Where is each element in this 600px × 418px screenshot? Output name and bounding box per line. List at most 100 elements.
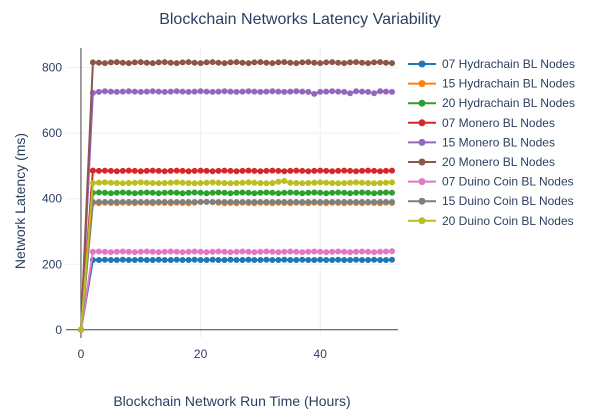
series-line	[80, 169, 393, 330]
data-point	[167, 199, 174, 205]
data-point	[287, 167, 294, 174]
data-point	[389, 256, 395, 263]
data-point	[299, 180, 306, 187]
data-point	[131, 190, 138, 197]
data-point	[377, 180, 384, 186]
data-point	[311, 59, 318, 66]
legend-item[interactable]: 20 Hydrachain BL Nodes	[408, 96, 575, 110]
data-point	[113, 88, 120, 95]
data-point	[95, 257, 102, 263]
series-line	[80, 191, 393, 330]
data-point	[269, 88, 276, 95]
data-point	[107, 199, 114, 205]
data-point	[215, 248, 222, 255]
data-point	[161, 189, 168, 196]
data-point	[95, 189, 102, 196]
data-point	[263, 167, 270, 174]
data-point	[155, 256, 162, 263]
data-point	[335, 180, 342, 187]
data-point	[173, 179, 180, 186]
data-point	[209, 179, 216, 186]
data-point	[323, 199, 330, 205]
data-point	[257, 59, 264, 66]
data-point	[119, 88, 126, 95]
data-point	[173, 199, 180, 205]
y-tick-label: 200	[42, 257, 62, 271]
data-point	[311, 189, 318, 196]
data-point	[257, 88, 264, 95]
legend-label: 15 Monero BL Nodes	[442, 135, 555, 149]
y-tick-label: 800	[42, 61, 62, 75]
legend-swatch-marker	[418, 60, 426, 68]
legend-label: 07 Hydrachain BL Nodes	[442, 57, 575, 71]
data-point	[257, 257, 264, 263]
data-point	[353, 199, 360, 205]
data-point	[227, 190, 234, 197]
data-point	[353, 256, 360, 263]
data-point	[359, 257, 366, 263]
data-point	[359, 179, 366, 186]
data-point	[149, 180, 156, 186]
data-point	[359, 199, 366, 205]
legend-item[interactable]: 07 Duino Coin BL Nodes	[408, 175, 574, 189]
data-point	[335, 88, 342, 95]
series-line	[80, 250, 393, 330]
data-point	[161, 248, 168, 255]
data-point	[347, 249, 354, 256]
data-point	[353, 179, 360, 186]
data-point	[245, 189, 252, 196]
legend-item[interactable]: 07 Monero BL Nodes	[408, 116, 555, 130]
data-point	[203, 167, 210, 174]
data-point	[245, 256, 252, 263]
data-point	[257, 248, 264, 255]
data-point	[371, 90, 378, 97]
data-point	[95, 199, 102, 205]
data-point	[209, 189, 216, 196]
data-point	[119, 256, 126, 263]
data-point	[269, 180, 276, 186]
data-point	[155, 249, 162, 256]
data-point	[263, 59, 270, 66]
data-point	[119, 167, 126, 174]
data-point	[233, 257, 240, 263]
data-point	[359, 88, 366, 95]
data-point	[239, 257, 246, 263]
data-point	[191, 199, 198, 205]
legend-item[interactable]: 20 Monero BL Nodes	[408, 155, 555, 169]
data-point	[269, 167, 276, 174]
legend-item[interactable]: 15 Hydrachain BL Nodes	[408, 77, 575, 91]
data-point	[221, 167, 228, 174]
data-point	[191, 256, 198, 263]
data-point	[317, 88, 324, 95]
data-point	[167, 59, 174, 66]
data-point	[143, 167, 150, 174]
data-point	[275, 249, 282, 256]
data-point	[197, 257, 204, 263]
data-point	[359, 59, 366, 66]
legend-swatch-marker	[418, 119, 426, 127]
data-point	[119, 180, 126, 187]
data-point	[275, 59, 282, 66]
data-point	[251, 257, 258, 263]
legend-item[interactable]: 20 Duino Coin BL Nodes	[408, 214, 574, 228]
data-point	[359, 248, 366, 255]
data-point	[221, 248, 228, 255]
legend-item[interactable]: 15 Monero BL Nodes	[408, 135, 555, 149]
data-point	[245, 179, 252, 186]
data-point	[95, 59, 102, 66]
data-point	[377, 257, 384, 263]
data-point	[233, 180, 240, 186]
data-point	[269, 248, 276, 255]
data-point	[341, 180, 348, 186]
legend-item[interactable]: 07 Hydrachain BL Nodes	[408, 57, 575, 71]
data-point	[209, 59, 216, 66]
legend-item[interactable]: 15 Duino Coin BL Nodes	[408, 194, 574, 208]
data-point	[137, 189, 144, 196]
data-point	[239, 167, 246, 174]
data-point	[149, 248, 156, 255]
data-point	[329, 199, 336, 205]
data-point	[383, 167, 389, 174]
data-point	[149, 189, 156, 196]
data-point	[173, 60, 180, 67]
data-point	[143, 257, 150, 263]
